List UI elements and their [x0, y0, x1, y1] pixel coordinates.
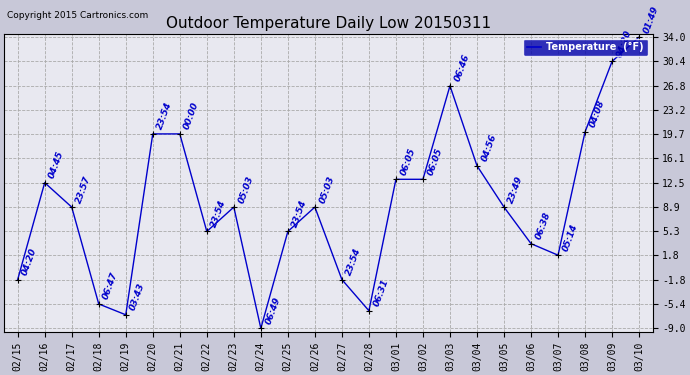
Text: 05:03: 05:03	[317, 174, 336, 204]
Text: 05:14: 05:14	[561, 222, 579, 252]
Text: 04:08: 04:08	[588, 99, 606, 129]
Text: 01:49: 01:49	[642, 4, 660, 34]
Text: 23:54: 23:54	[210, 199, 228, 229]
Text: 04:45: 04:45	[48, 150, 66, 180]
Text: Copyright 2015 Cartronics.com: Copyright 2015 Cartronics.com	[7, 11, 148, 20]
Text: 06:47: 06:47	[101, 271, 120, 301]
Text: 06:49: 06:49	[264, 296, 282, 326]
Legend: Temperature  (°F): Temperature (°F)	[523, 39, 648, 56]
Text: 04:20: 04:20	[21, 247, 39, 277]
Text: 06:38: 06:38	[534, 211, 552, 241]
Text: 04:56: 04:56	[480, 133, 498, 163]
Text: 23:57: 23:57	[75, 174, 92, 204]
Text: 23:54: 23:54	[345, 247, 363, 277]
Text: 23:54: 23:54	[290, 199, 309, 229]
Text: 06:05: 06:05	[426, 147, 444, 177]
Text: 23:54: 23:54	[155, 101, 174, 131]
Text: 23:49: 23:49	[506, 174, 525, 204]
Text: 00:00: 00:00	[183, 101, 201, 131]
Text: 05:03: 05:03	[237, 174, 255, 204]
Text: 06:46: 06:46	[453, 53, 471, 83]
Text: 06:05: 06:05	[399, 147, 417, 177]
Text: 04:20: 04:20	[615, 28, 633, 58]
Title: Outdoor Temperature Daily Low 20150311: Outdoor Temperature Daily Low 20150311	[166, 16, 491, 31]
Text: 03:43: 03:43	[128, 282, 147, 312]
Text: 06:31: 06:31	[372, 278, 390, 308]
